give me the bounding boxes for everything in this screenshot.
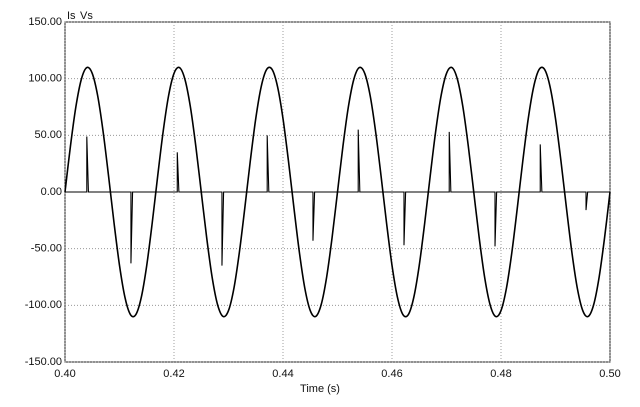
x-tick-label: 0.50 xyxy=(599,368,620,380)
x-tick-label: 0.44 xyxy=(272,368,293,380)
x-tick-label: 0.48 xyxy=(490,368,511,380)
y-tick-label: 0.00 xyxy=(41,186,62,198)
series-line xyxy=(65,129,610,266)
y-tick-label: 150.00 xyxy=(28,16,62,28)
y-tick-label: 100.00 xyxy=(28,73,62,85)
legend-entry: Is xyxy=(67,10,76,22)
legend-entry: Vs xyxy=(80,10,93,22)
x-tick-label: 0.40 xyxy=(54,368,75,380)
y-tick-label: -100.00 xyxy=(25,299,62,311)
x-tick-label: 0.46 xyxy=(381,368,402,380)
y-tick-label: 50.00 xyxy=(34,129,62,141)
x-tick-label: 0.42 xyxy=(163,368,184,380)
series-line xyxy=(64,66,611,318)
x-axis-title: Time (s) xyxy=(300,383,340,395)
y-tick-label: -50.00 xyxy=(31,243,62,255)
y-tick-label: -150.00 xyxy=(25,356,62,368)
